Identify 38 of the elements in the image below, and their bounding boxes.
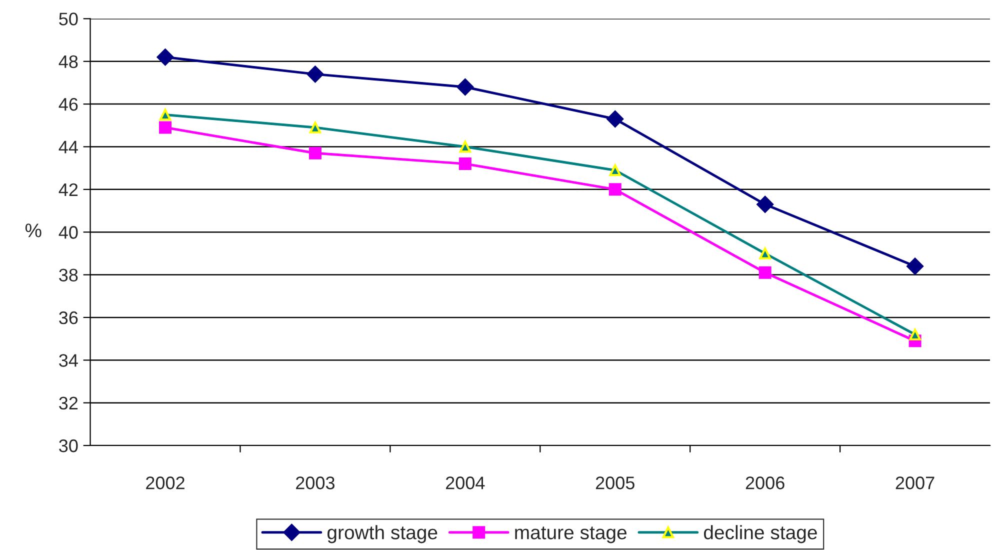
y-tick-label: 32	[59, 396, 78, 410]
point	[306, 66, 324, 83]
y-tick-label: 40	[58, 226, 78, 239]
point	[458, 158, 472, 170]
point	[308, 146, 322, 160]
point	[456, 78, 474, 96]
legend-label: decline stage	[704, 525, 817, 544]
point	[159, 108, 172, 121]
y-tick-label: 30	[59, 439, 78, 452]
point	[159, 121, 172, 134]
y-tick-label: 42	[58, 183, 78, 196]
point	[759, 248, 771, 260]
y-tick-label: 46	[58, 98, 78, 111]
point	[156, 48, 174, 66]
point	[606, 110, 624, 128]
x-tick-label: 2005	[596, 476, 634, 490]
legend-label: growth stage	[328, 525, 438, 544]
x-tick-label: 2007	[896, 476, 934, 490]
point	[909, 328, 921, 340]
point	[756, 196, 774, 213]
point	[906, 258, 924, 275]
x-tick-label: 2006	[746, 476, 784, 490]
y-tick-label: 36	[59, 311, 78, 324]
point	[459, 140, 472, 153]
y-tick-label: 44	[58, 140, 78, 154]
y-tick-label: 48	[58, 55, 78, 68]
x-tick-label: 2003	[296, 476, 334, 490]
point	[309, 122, 322, 134]
y-tick-label: 50	[59, 12, 78, 26]
y-tick-label: 38	[59, 268, 78, 282]
point	[609, 164, 622, 176]
x-tick-label: 2004	[446, 476, 485, 490]
y-tick-label: 34	[59, 354, 78, 367]
y-axis-title: %	[25, 224, 42, 238]
point	[608, 183, 622, 196]
x-tick-label: 2002	[146, 476, 184, 490]
legend-label: mature stage	[515, 526, 626, 544]
point	[758, 266, 772, 279]
